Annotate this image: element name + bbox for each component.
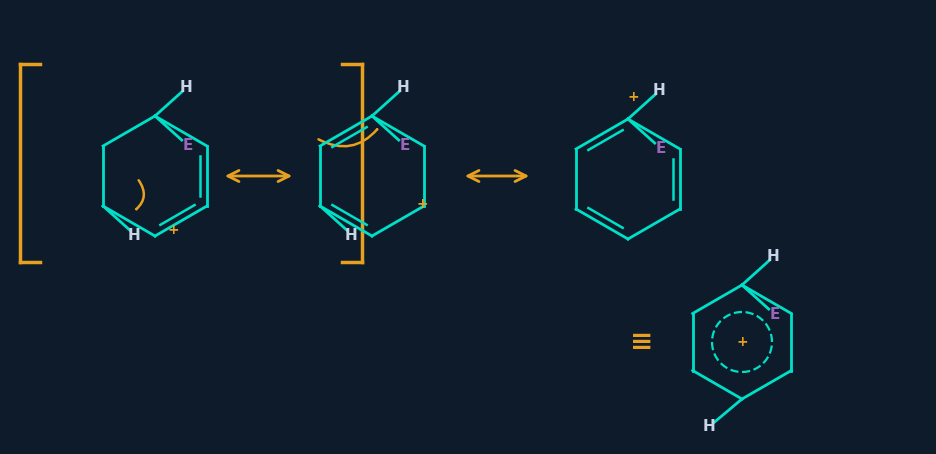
Text: H: H bbox=[344, 227, 357, 242]
Text: H: H bbox=[651, 84, 665, 99]
Text: H: H bbox=[127, 227, 140, 242]
Text: ≡: ≡ bbox=[630, 328, 653, 356]
FancyArrowPatch shape bbox=[318, 129, 377, 146]
FancyArrowPatch shape bbox=[136, 180, 144, 209]
Text: +: + bbox=[167, 223, 179, 237]
Text: E: E bbox=[655, 141, 665, 156]
Text: E: E bbox=[399, 138, 410, 153]
Text: H: H bbox=[702, 419, 715, 434]
Text: +: + bbox=[626, 90, 638, 104]
Text: H: H bbox=[766, 249, 779, 264]
Text: +: + bbox=[416, 197, 428, 211]
Text: +: + bbox=[736, 335, 747, 349]
Text: E: E bbox=[183, 138, 193, 153]
Text: H: H bbox=[179, 80, 192, 95]
Text: E: E bbox=[768, 306, 779, 321]
Text: H: H bbox=[396, 80, 409, 95]
